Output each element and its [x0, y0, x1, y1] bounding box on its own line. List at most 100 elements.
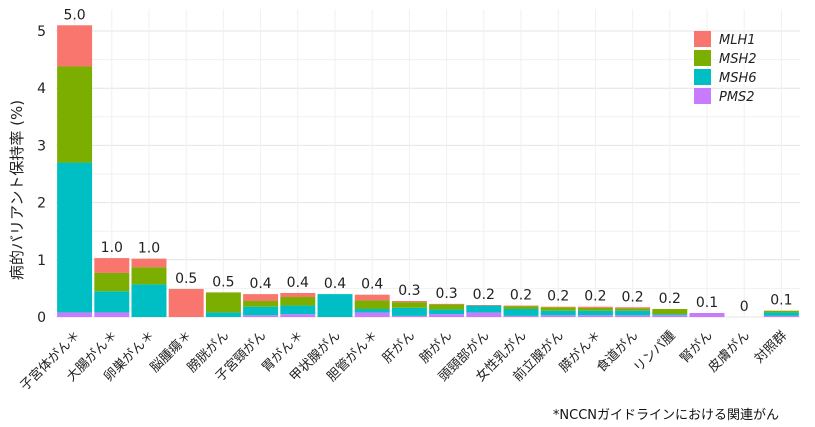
bar-total-label: 0.2 — [510, 288, 532, 304]
y-tick-label: 4 — [37, 81, 46, 97]
legend-swatch — [694, 50, 711, 66]
bar-total-label: 0.2 — [621, 289, 643, 305]
bar-total-label: 5.0 — [63, 7, 85, 23]
bar-segment-pms2 — [57, 312, 93, 317]
bar-total-label: 0.5 — [212, 274, 234, 290]
y-tick-label: 1 — [37, 253, 46, 269]
bar-total-labels: 5.0 1.0 1.0 0.5 0.5 0.4 0.4 0.4 0.4 0.3 0.3 0.2 0.2 0… — [63, 7, 792, 315]
bar-segment-pms2 — [466, 312, 502, 317]
bar-segment-msh2 — [391, 302, 427, 308]
bar-total-label: 1.0 — [138, 241, 160, 257]
bar-total-label: 0.2 — [547, 289, 569, 305]
x-tick-label: リンパ腫 — [631, 328, 679, 376]
bar-segment-msh6 — [243, 306, 279, 316]
bar-segment-msh6 — [94, 291, 130, 313]
footnote: *NCCNガイドラインにおける関連がん — [552, 408, 779, 423]
bar-segment-pms2 — [615, 315, 651, 317]
grid-lines — [56, 9, 800, 318]
y-tick-label: 3 — [37, 138, 46, 154]
bar-total-label: 0.2 — [473, 287, 495, 303]
bar-segment-msh2 — [243, 300, 279, 307]
bar-total-label: 0.4 — [287, 275, 309, 291]
bar-segment-mlh1 — [615, 307, 651, 309]
bar-segment-pms2 — [652, 315, 688, 317]
bar-segment-pms2 — [243, 315, 279, 317]
bar-segment-mlh1 — [466, 304, 502, 306]
bar-segment-msh6 — [57, 162, 93, 313]
bar-total-label: 0.1 — [770, 293, 792, 309]
bar-segment-pms2 — [577, 315, 613, 317]
bar-segment-msh6 — [131, 284, 167, 317]
y-tick-label: 2 — [37, 196, 46, 212]
bar-segment-mlh1 — [577, 306, 613, 308]
y-axis-label: 病的バリアント保持率 (%) — [8, 100, 26, 280]
bar-segment-msh6 — [280, 305, 316, 315]
legend-label: PMS2 — [719, 90, 755, 105]
bar-segment-msh6 — [391, 307, 427, 316]
bar-segment-mlh1 — [168, 288, 204, 317]
y-tick-label: 5 — [37, 24, 46, 40]
bar-segment-msh6 — [317, 294, 353, 317]
bar-segment-msh6 — [763, 312, 799, 316]
y-tick-label: 0 — [37, 310, 46, 326]
bar-segment-pms2 — [503, 315, 539, 317]
bar-segment-mlh1 — [354, 294, 390, 301]
bar-segment-pms2 — [391, 315, 427, 317]
bar-segment-msh2 — [577, 307, 613, 311]
legend-label: MLH1 — [719, 33, 756, 48]
bar-segment-msh2 — [205, 292, 241, 313]
bar-segment-msh6 — [429, 309, 465, 315]
bar-total-label: 1.0 — [101, 240, 123, 256]
bar-segment-msh2 — [354, 300, 390, 309]
bar-total-label: 0.4 — [324, 276, 346, 292]
legend-label: MSH6 — [719, 71, 757, 86]
bar-total-label: 0.1 — [696, 295, 718, 311]
bar-segment-msh2 — [57, 66, 93, 163]
x-tick-label: 肝がん — [380, 328, 418, 366]
bar-segment-pms2 — [94, 312, 130, 317]
bar-segment-mlh1 — [57, 25, 93, 67]
bar-segment-mlh1 — [243, 294, 279, 301]
bar-total-label: 0.2 — [584, 289, 606, 305]
bar-segment-mlh1 — [503, 305, 539, 307]
bar-segment-mlh1 — [429, 303, 465, 305]
bar-segment-msh2 — [652, 308, 688, 315]
bar-segment-pms2 — [763, 315, 799, 317]
bar-segment-mlh1 — [540, 306, 576, 308]
bar-total-label: 0.4 — [361, 277, 383, 293]
bar-total-label: 0.5 — [175, 271, 197, 287]
bar-total-label: 0.3 — [398, 283, 420, 299]
bar-segment-msh2 — [280, 296, 316, 306]
bar-segment-msh2 — [94, 272, 130, 292]
legend-swatch — [694, 88, 711, 104]
bar-total-label: 0.4 — [249, 276, 271, 292]
bar-segment-msh2 — [429, 304, 465, 310]
legend-label: MSH2 — [719, 52, 757, 67]
bar-segment-pms2 — [540, 315, 576, 317]
bar-segment-msh6 — [540, 310, 576, 316]
x-tick-label: 対照群 — [752, 328, 790, 366]
bar-segment-mlh1 — [391, 300, 427, 303]
bar-segment-msh6 — [503, 308, 539, 316]
bar-segment-msh6 — [615, 310, 651, 316]
legend-swatch — [694, 31, 711, 47]
bar-segment-msh6 — [205, 312, 241, 317]
bar-segment-msh6 — [466, 305, 502, 313]
bar-segment-msh2 — [540, 307, 576, 311]
bar-total-label: 0 — [740, 299, 749, 315]
bar-segment-msh2 — [131, 267, 167, 285]
bar-segment-msh2 — [763, 310, 799, 313]
bar-total-label: 0.3 — [435, 286, 457, 302]
legend-swatch — [694, 69, 711, 85]
bar-segment-msh6 — [577, 310, 613, 316]
bar-segment-msh6 — [652, 314, 688, 316]
bar-segment-msh6 — [354, 308, 390, 313]
x-axis-ticks: 子宮体がん＊大腸がん＊卵巣がん＊脳腫瘍＊膀胱がん子宮頸がん胃がん＊甲状腺がん胆管… — [17, 328, 790, 394]
bar-segment-pms2 — [354, 312, 390, 317]
y-axis-ticks: 0 1 2 3 4 5 — [37, 24, 46, 326]
bar-segment-msh2 — [503, 306, 539, 309]
x-tick-label: 皮膚がん — [705, 328, 753, 376]
bar-segment-mlh1 — [131, 258, 167, 268]
bar-segment-pms2 — [429, 314, 465, 317]
